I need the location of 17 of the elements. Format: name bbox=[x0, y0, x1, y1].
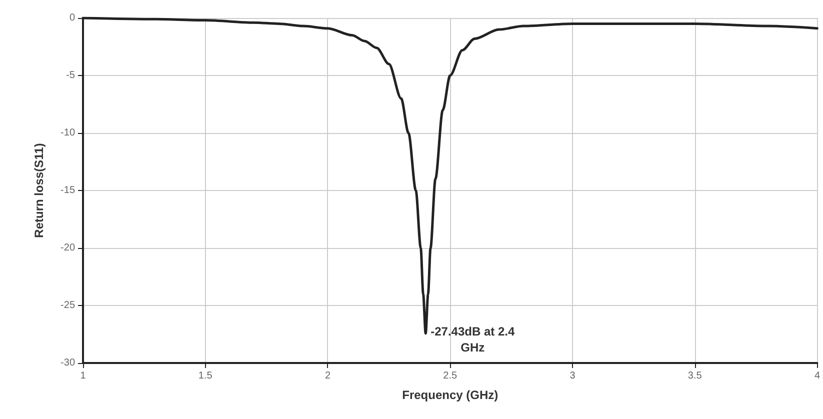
x-tick-label: 3.5 bbox=[688, 370, 702, 382]
x-axis-title: Frequency (GHz) bbox=[402, 388, 498, 402]
x-tick-label: 4 bbox=[814, 370, 820, 382]
y-tick-label: 0 bbox=[69, 12, 76, 24]
x-tick-label: 1.5 bbox=[198, 370, 213, 382]
y-axis-title: Return loss(S11) bbox=[32, 143, 46, 238]
y-tick-label: -30 bbox=[60, 358, 76, 368]
y-tick-label: -20 bbox=[60, 242, 76, 254]
x-tick-label: 3 bbox=[570, 370, 576, 382]
y-tick-label: -15 bbox=[60, 185, 76, 196]
x-tick-label: 1 bbox=[80, 370, 86, 382]
y-tick-label: -25 bbox=[60, 300, 76, 311]
x-tick-label: 2.5 bbox=[443, 370, 458, 382]
y-tick-label: -5 bbox=[66, 70, 76, 81]
x-tick-label: 2 bbox=[324, 370, 331, 382]
y-tick-label: -10 bbox=[60, 128, 76, 138]
annotation: -27.43dB at 2.4 GHz bbox=[430, 324, 515, 354]
